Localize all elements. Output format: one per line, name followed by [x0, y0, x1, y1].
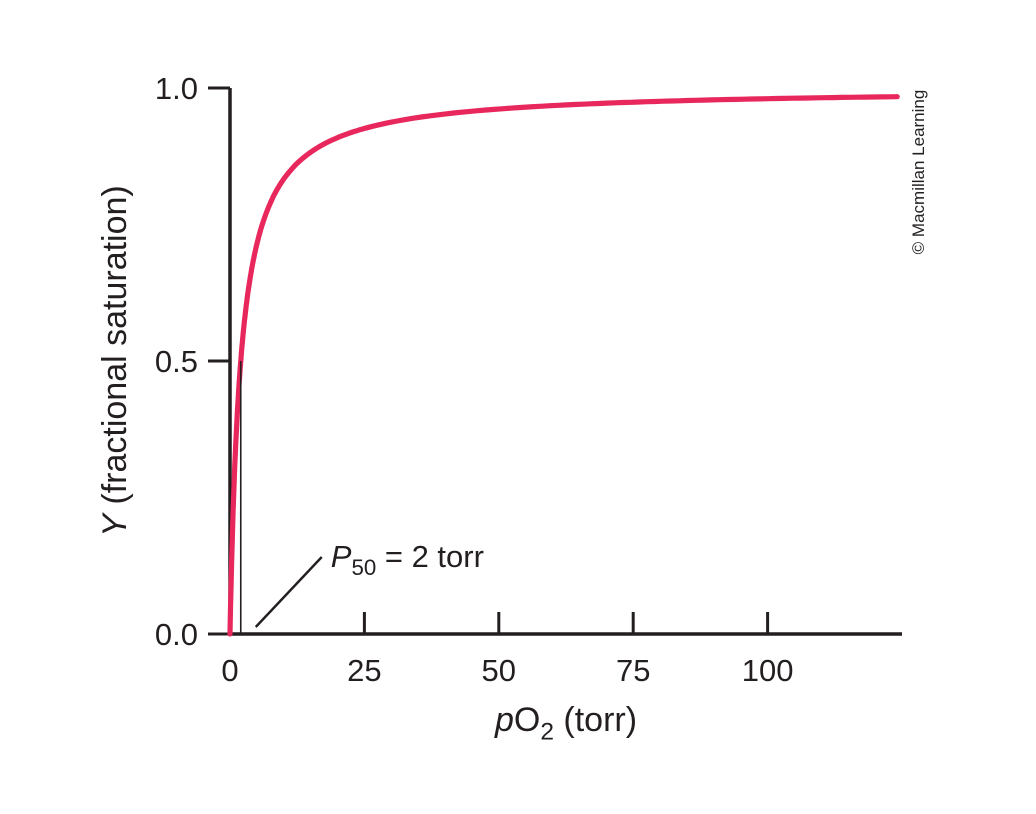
- y-tick-label: 1.0: [155, 71, 198, 106]
- x-tick-label: 75: [616, 653, 650, 688]
- p50-label: P50 = 2 torr: [331, 539, 484, 580]
- x-tick-label: 50: [482, 653, 516, 688]
- x-axis-title: pO2 (torr): [494, 701, 637, 746]
- x-tick-label: 0: [221, 653, 238, 688]
- binding-curve-line: [227, 94, 900, 637]
- p50-pointer-line: [254, 556, 323, 628]
- saturation-curve: [227, 94, 900, 637]
- x-tick-label: 100: [742, 653, 794, 688]
- axis-ticks: 0 25 50 75 100 0.0 0.5 1.0: [155, 71, 794, 688]
- p50-annotation: P50 = 2 torr: [239, 361, 484, 633]
- x-tick-label: 25: [347, 653, 381, 688]
- axis-labels: pO2 (torr) Y (fractional saturation): [96, 185, 637, 745]
- credit-text: © Macmillan Learning: [909, 90, 928, 255]
- y-axis-title: Y (fractional saturation): [96, 185, 134, 537]
- y-tick-label: 0.5: [155, 344, 198, 379]
- y-tick-label: 0.0: [155, 617, 198, 652]
